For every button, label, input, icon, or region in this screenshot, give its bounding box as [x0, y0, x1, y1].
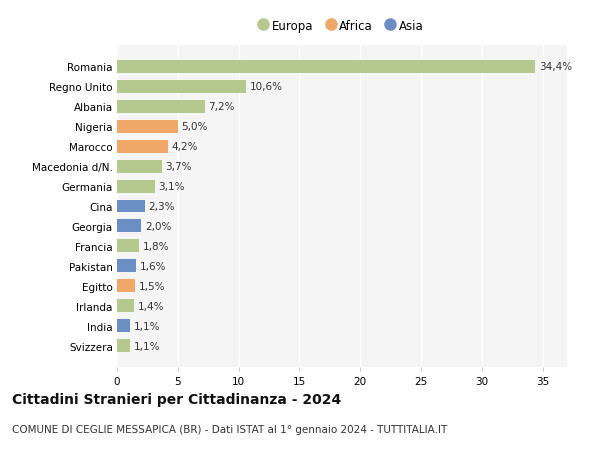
Text: 3,1%: 3,1%	[158, 182, 185, 191]
Text: 1,1%: 1,1%	[134, 341, 161, 351]
Legend: Europa, Africa, Asia: Europa, Africa, Asia	[257, 17, 427, 36]
Bar	[117, 240, 139, 253]
Bar	[117, 101, 205, 113]
Bar	[117, 160, 162, 173]
Bar	[117, 180, 155, 193]
Text: 7,2%: 7,2%	[208, 102, 235, 112]
Text: 1,1%: 1,1%	[134, 321, 161, 331]
Text: 2,3%: 2,3%	[149, 202, 175, 212]
Text: COMUNE DI CEGLIE MESSAPICA (BR) - Dati ISTAT al 1° gennaio 2024 - TUTTITALIA.IT: COMUNE DI CEGLIE MESSAPICA (BR) - Dati I…	[12, 424, 447, 434]
Bar	[117, 300, 134, 313]
Bar	[117, 260, 136, 273]
Text: 1,4%: 1,4%	[137, 301, 164, 311]
Bar	[117, 280, 135, 293]
Bar	[117, 200, 145, 213]
Text: 1,5%: 1,5%	[139, 281, 166, 291]
Bar	[117, 220, 142, 233]
Text: 1,6%: 1,6%	[140, 261, 167, 271]
Bar	[117, 120, 178, 133]
Text: 2,0%: 2,0%	[145, 222, 172, 231]
Bar	[117, 340, 130, 353]
Text: Cittadini Stranieri per Cittadinanza - 2024: Cittadini Stranieri per Cittadinanza - 2…	[12, 392, 341, 406]
Bar	[117, 320, 130, 333]
Text: 1,8%: 1,8%	[143, 241, 169, 252]
Bar	[117, 140, 168, 153]
Bar	[117, 61, 535, 73]
Text: 4,2%: 4,2%	[172, 142, 198, 152]
Text: 34,4%: 34,4%	[539, 62, 572, 72]
Text: 5,0%: 5,0%	[181, 122, 208, 132]
Text: 10,6%: 10,6%	[250, 82, 283, 92]
Bar	[117, 80, 246, 93]
Text: 3,7%: 3,7%	[166, 162, 192, 172]
